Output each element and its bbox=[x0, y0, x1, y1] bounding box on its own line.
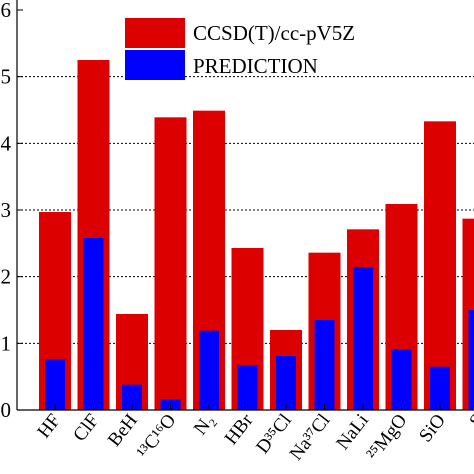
y-tick-label: 3 bbox=[1, 198, 12, 222]
x-tick-label: Na³⁷Cl bbox=[286, 410, 335, 464]
y-tick-label: 2 bbox=[1, 265, 12, 289]
y-tick-label: 4 bbox=[1, 131, 12, 155]
x-tick-label: S bbox=[465, 410, 474, 431]
bar-prediction bbox=[83, 238, 104, 410]
bar-prediction bbox=[45, 359, 65, 410]
legend-label-ccsd: CCSD(T)/cc-pV5Z bbox=[193, 21, 355, 45]
x-tick-label: N₂ bbox=[190, 410, 219, 439]
bar-prediction bbox=[430, 366, 450, 410]
bar-prediction bbox=[391, 349, 412, 410]
y-tick-label: 0 bbox=[1, 398, 12, 422]
bar-ccsd bbox=[424, 121, 456, 410]
bar-prediction bbox=[276, 356, 296, 410]
x-tick-label: ²⁵MgO bbox=[363, 410, 412, 464]
bars bbox=[39, 60, 474, 411]
y-tick-label: 6 bbox=[1, 0, 12, 22]
bar-prediction bbox=[468, 310, 474, 410]
legend-swatch-prediction bbox=[125, 50, 185, 80]
bar-prediction bbox=[314, 320, 335, 410]
bar-prediction bbox=[237, 365, 258, 410]
legend-swatch-ccsd bbox=[125, 18, 185, 48]
legend: CCSD(T)/cc-pV5Z PREDICTION bbox=[125, 18, 355, 80]
legend-label-prediction: PREDICTION bbox=[193, 54, 318, 78]
y-tick-label: 1 bbox=[1, 331, 12, 355]
x-tick-label: HF bbox=[33, 410, 65, 442]
axes bbox=[16, 0, 474, 411]
bar-ccsd bbox=[462, 218, 474, 410]
x-tick-label: ClF bbox=[69, 410, 103, 445]
bar-ccsd bbox=[154, 117, 187, 410]
x-tick-label: SiO bbox=[415, 410, 450, 446]
bar-prediction bbox=[199, 330, 219, 410]
bar-prediction bbox=[122, 384, 142, 410]
x-tick-label: HBr bbox=[221, 410, 258, 449]
bar-prediction bbox=[353, 267, 373, 410]
y-tick-labels: 0 1 2 3 4 5 6 bbox=[1, 0, 12, 422]
y-tick-label: 5 bbox=[1, 65, 12, 89]
x-tick-label: ¹³C¹⁶O bbox=[133, 410, 180, 462]
